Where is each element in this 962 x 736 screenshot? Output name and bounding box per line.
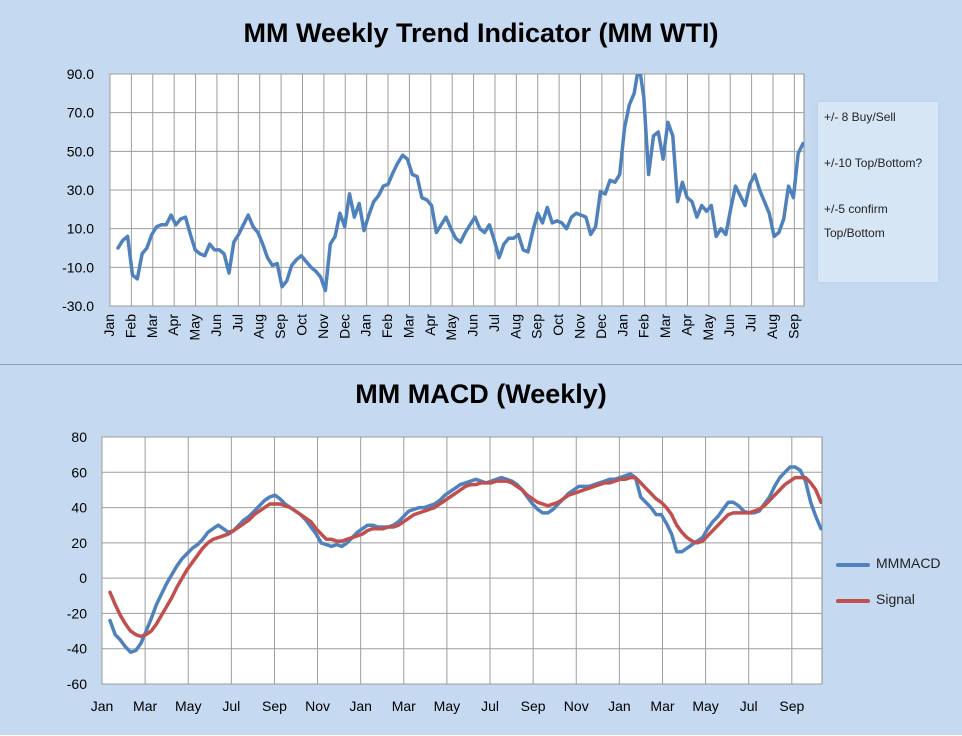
wti-y-tick-label: 30.0: [67, 182, 94, 198]
wti-x-tick-label: Aug: [764, 314, 780, 339]
wti-x-tick-label: Dec: [336, 314, 352, 339]
macd-x-tick-label: Jan: [91, 698, 114, 714]
wti-x-tick-label: Sep: [529, 314, 545, 339]
macd-series-line-signal: [108, 475, 822, 639]
wti-y-tick-label: 50.0: [67, 143, 94, 159]
wti-x-tick-label: Feb: [122, 314, 138, 338]
wti-x-tick-label: Mar: [400, 314, 416, 338]
macd-x-tick-label: Jul: [222, 698, 240, 714]
wti-note-top-bottom: +/-10 Top/Bottom?: [824, 156, 923, 170]
macd-x-tick-label: Mar: [392, 698, 416, 714]
wti-x-tick-label: Apr: [678, 314, 694, 336]
wti-x-tick-label: Nov: [572, 314, 588, 339]
wti-x-tick-label: Aug: [507, 314, 523, 339]
legend-label-mmmacd: MMMACD: [876, 555, 941, 571]
wti-x-tick-label: May: [700, 314, 716, 340]
wti-chart-panel: MM Weekly Trend Indicator (MM WTI) 90.0 7…: [0, 0, 962, 364]
macd-x-tick-label: May: [434, 698, 460, 714]
wti-note-confirm: +/-5 confirm: [824, 202, 888, 216]
wti-x-tick-label: Jun: [721, 314, 737, 337]
wti-x-tick-label: Oct: [550, 314, 566, 336]
macd-x-tick-label: Sep: [262, 698, 287, 714]
wti-notes-box: +/- 8 Buy/Sell +/-10 Top/Bottom? +/-5 co…: [818, 102, 938, 282]
wti-x-tick-label: Nov: [315, 314, 331, 339]
macd-y-tick-label: 80: [71, 429, 87, 445]
wti-x-tick-label: Feb: [379, 314, 395, 338]
wti-x-tick-label: Jun: [465, 314, 481, 337]
macd-y-tick-label: 0: [79, 570, 87, 586]
wti-x-tick-label: Feb: [636, 314, 652, 338]
wti-x-tick-label: Jan: [358, 314, 374, 337]
legend-swatch-signal: [836, 599, 870, 603]
wti-x-tick-label: Dec: [593, 314, 609, 339]
wti-x-tick-label: Apr: [165, 314, 181, 336]
macd-x-tick-label: Mar: [133, 698, 157, 714]
wti-chart: 90.0 70.0 50.0 30.0 10.0 -10.0 -30.0 Jan Feb Mar A…: [62, 66, 805, 340]
wti-y-tick-label: -10.0: [62, 259, 94, 275]
wti-x-tick-label: Jan: [614, 314, 630, 337]
legend-label-signal: Signal: [876, 591, 915, 607]
wti-note-confirm-top-bottom: Top/Bottom: [824, 226, 885, 240]
macd-x-tick-label: Jul: [740, 698, 758, 714]
wti-x-tick-label: May: [443, 314, 459, 340]
wti-x-tick-label: Mar: [144, 314, 160, 338]
wti-x-tick-label: Sep: [272, 314, 288, 339]
wti-x-tick-label: Aug: [251, 314, 267, 339]
macd-x-tick-label: Nov: [564, 698, 589, 714]
wti-x-tick-label: Mar: [657, 314, 673, 338]
wti-x-tick-label: Sep: [785, 314, 801, 339]
macd-y-tick-label: 20: [71, 535, 87, 551]
wti-x-tick-label: Jan: [101, 314, 117, 337]
macd-x-tick-label: May: [175, 698, 201, 714]
wti-series-line-wti: [116, 74, 804, 293]
macd-x-tick-label: May: [692, 698, 718, 714]
macd-chart-panel: MM MACD (Weekly) 80 60 40 20 0 -20 -40 -60 Jan Ma…: [0, 364, 962, 735]
macd-x-tick-label: Nov: [305, 698, 330, 714]
legend-swatch-mmmacd: [836, 563, 870, 567]
macd-y-tick-label: 40: [71, 500, 87, 516]
macd-chart-title: MM MACD (Weekly): [355, 379, 607, 409]
macd-x-tick-label: Mar: [650, 698, 674, 714]
macd-y-tick-label: -60: [67, 676, 87, 692]
macd-x-tick-label: Jan: [349, 698, 372, 714]
wti-y-tick-label: 10.0: [67, 221, 94, 237]
macd-y-tick-label: 60: [71, 464, 87, 480]
wti-x-tick-label: Apr: [422, 314, 438, 336]
macd-x-tick-label: Sep: [779, 698, 804, 714]
wti-chart-title: MM Weekly Trend Indicator (MM WTI): [243, 18, 719, 48]
wti-x-tick-label: Jul: [743, 314, 759, 332]
wti-x-tick-label: Jul: [486, 314, 502, 332]
macd-x-tick-label: Jan: [608, 698, 631, 714]
macd-x-tick-label: Jul: [481, 698, 499, 714]
wti-x-tick-label: Oct: [293, 314, 309, 336]
wti-y-tick-label: -30.0: [62, 298, 94, 314]
wti-y-tick-label: 70.0: [67, 105, 94, 121]
macd-x-tick-label: Sep: [521, 698, 546, 714]
wti-x-tick-label: Jul: [229, 314, 245, 332]
macd-plot-area: [101, 436, 823, 685]
macd-y-tick-label: -20: [67, 605, 87, 621]
wti-note-buy-sell: +/- 8 Buy/Sell: [824, 110, 896, 124]
macd-y-tick-label: -40: [67, 641, 87, 657]
wti-x-tick-label: Jun: [208, 314, 224, 337]
wti-x-tick-label: May: [187, 314, 203, 340]
wti-y-tick-label: 90.0: [67, 66, 94, 82]
